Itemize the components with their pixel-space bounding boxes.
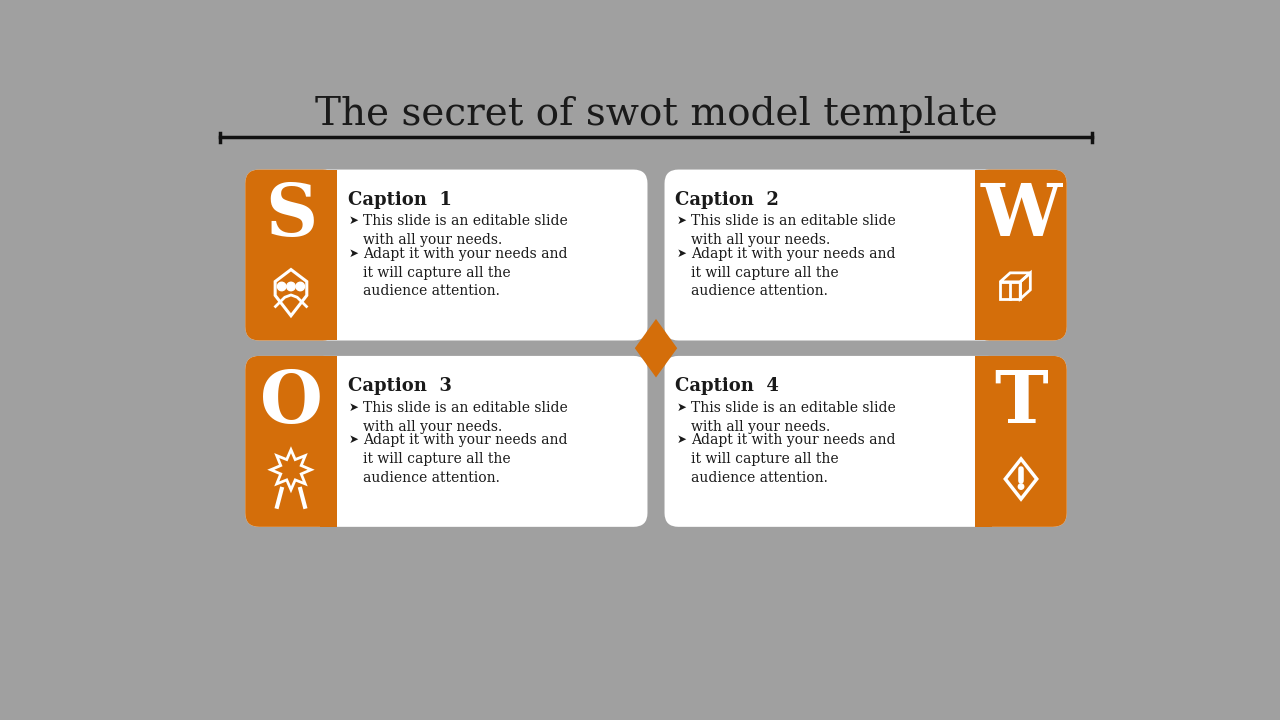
Text: T: T <box>995 366 1048 438</box>
Text: Caption  3: Caption 3 <box>348 377 452 395</box>
FancyBboxPatch shape <box>246 356 337 527</box>
FancyBboxPatch shape <box>246 169 648 341</box>
FancyBboxPatch shape <box>975 356 1066 527</box>
Text: This slide is an editable slide
with all your needs.: This slide is an editable slide with all… <box>691 215 896 247</box>
Text: S: S <box>265 180 317 251</box>
Polygon shape <box>635 319 677 377</box>
Text: Caption  4: Caption 4 <box>676 377 780 395</box>
Text: ➤: ➤ <box>349 215 358 228</box>
Text: The secret of swot model template: The secret of swot model template <box>315 96 997 132</box>
Text: ➤: ➤ <box>349 400 358 413</box>
Circle shape <box>278 282 285 291</box>
Bar <box>320 356 337 527</box>
Text: This slide is an editable slide
with all your needs.: This slide is an editable slide with all… <box>364 215 568 247</box>
Text: Caption  1: Caption 1 <box>348 191 452 209</box>
Text: O: O <box>260 366 323 438</box>
Bar <box>320 169 337 341</box>
Text: Adapt it with your needs and
it will capture all the
audience attention.: Adapt it with your needs and it will cap… <box>364 246 567 299</box>
Text: ➤: ➤ <box>677 400 687 413</box>
Text: Adapt it with your needs and
it will capture all the
audience attention.: Adapt it with your needs and it will cap… <box>691 246 896 299</box>
Text: This slide is an editable slide
with all your needs.: This slide is an editable slide with all… <box>691 400 896 433</box>
Bar <box>975 169 992 341</box>
Text: This slide is an editable slide
with all your needs.: This slide is an editable slide with all… <box>364 400 568 433</box>
Text: Adapt it with your needs and
it will capture all the
audience attention.: Adapt it with your needs and it will cap… <box>691 433 896 485</box>
FancyBboxPatch shape <box>975 169 1066 341</box>
Text: ➤: ➤ <box>677 433 687 446</box>
Circle shape <box>296 282 305 291</box>
Text: ➤: ➤ <box>677 215 687 228</box>
FancyBboxPatch shape <box>664 356 1066 527</box>
Text: Adapt it with your needs and
it will capture all the
audience attention.: Adapt it with your needs and it will cap… <box>364 433 567 485</box>
FancyBboxPatch shape <box>664 169 1066 341</box>
FancyBboxPatch shape <box>246 169 337 341</box>
Bar <box>975 356 992 527</box>
Text: ➤: ➤ <box>349 246 358 259</box>
Text: ➤: ➤ <box>677 246 687 259</box>
Text: W: W <box>980 180 1061 251</box>
Circle shape <box>287 282 296 291</box>
Text: ➤: ➤ <box>349 433 358 446</box>
Text: Caption  2: Caption 2 <box>676 191 780 209</box>
FancyBboxPatch shape <box>246 356 648 527</box>
Circle shape <box>1019 484 1024 490</box>
